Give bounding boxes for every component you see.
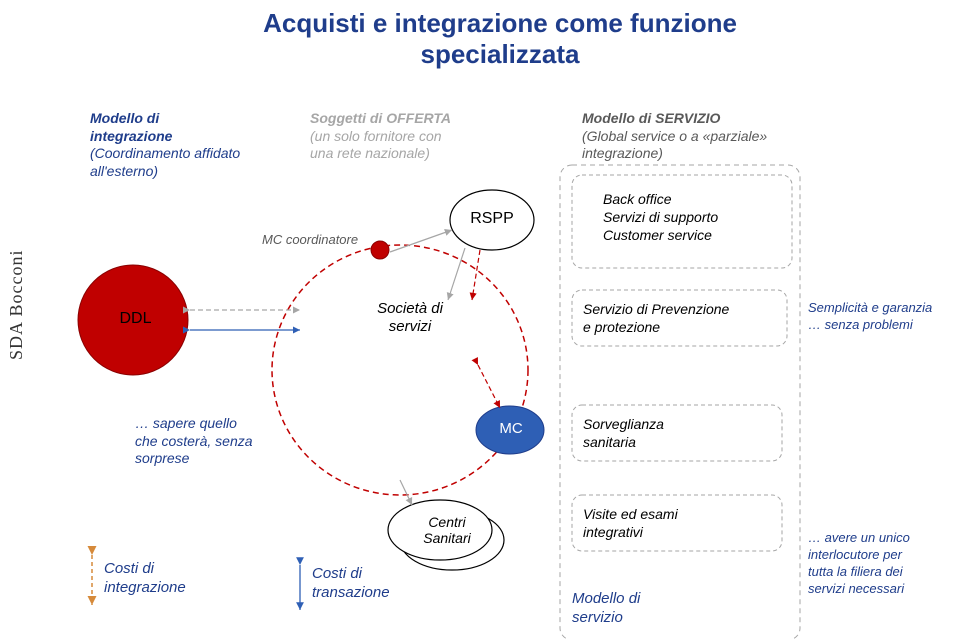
sidebar-logo: SDA Bocconi	[6, 60, 36, 360]
ddl-label: DDL	[108, 310, 163, 328]
centri-label: Centri Sanitari	[402, 514, 492, 546]
back-office-text: Back office Servizi di supporto Customer…	[603, 190, 793, 245]
page-title: Acquisti e integrazione come funzione sp…	[100, 8, 900, 70]
mid-h1: Soggetti di OFFERTA	[310, 110, 520, 128]
costi-tr-text: Costi di transazione	[312, 565, 432, 603]
left-h2: integrazione	[90, 128, 290, 146]
title-line2: specializzata	[100, 39, 900, 70]
modello-servizio-text: Modello di servizio	[572, 590, 722, 628]
prev-text: Servizio di Prevenzione e protezione	[583, 300, 783, 336]
left-h4: all'esterno)	[90, 163, 290, 181]
left-header: Modello di integrazione (Coordinamento a…	[90, 110, 290, 180]
right-h2: (Global service o a «parziale»	[582, 128, 812, 146]
rspp-label: RSPP	[462, 210, 522, 228]
sorv-text: Sorveglianza sanitaria	[583, 415, 773, 451]
costi-int-text: Costi di integrazione	[104, 560, 224, 598]
mid-h3: una rete nazionale)	[310, 145, 520, 163]
sapere-text: … sapere quello che costerà, senza sorpr…	[135, 415, 295, 468]
left-h3: (Coordinamento affidato	[90, 145, 290, 163]
mid-h2: (un solo fornitore con	[310, 128, 520, 146]
right-h3: integrazione)	[582, 145, 812, 163]
mc-label: MC	[494, 420, 528, 437]
simplicita-text: Semplicità e garanzia … senza problemi	[808, 300, 958, 334]
title-line1: Acquisti e integrazione come funzione	[100, 8, 900, 39]
avere-text: … avere un unico interlocutore per tutta…	[808, 530, 958, 598]
logo-text: SDA Bocconi	[6, 249, 26, 360]
mc-coord-label: MC coordinatore	[262, 232, 382, 247]
mid-header: Soggetti di OFFERTA (un solo fornitore c…	[310, 110, 520, 163]
societa-label: Società di servizi	[350, 300, 470, 336]
right-h1: Modello di SERVIZIO	[582, 110, 812, 128]
right-header: Modello di SERVIZIO (Global service o a …	[582, 110, 812, 163]
visite-text: Visite ed esami integrativi	[583, 505, 773, 541]
left-h1: Modello di	[90, 110, 290, 128]
